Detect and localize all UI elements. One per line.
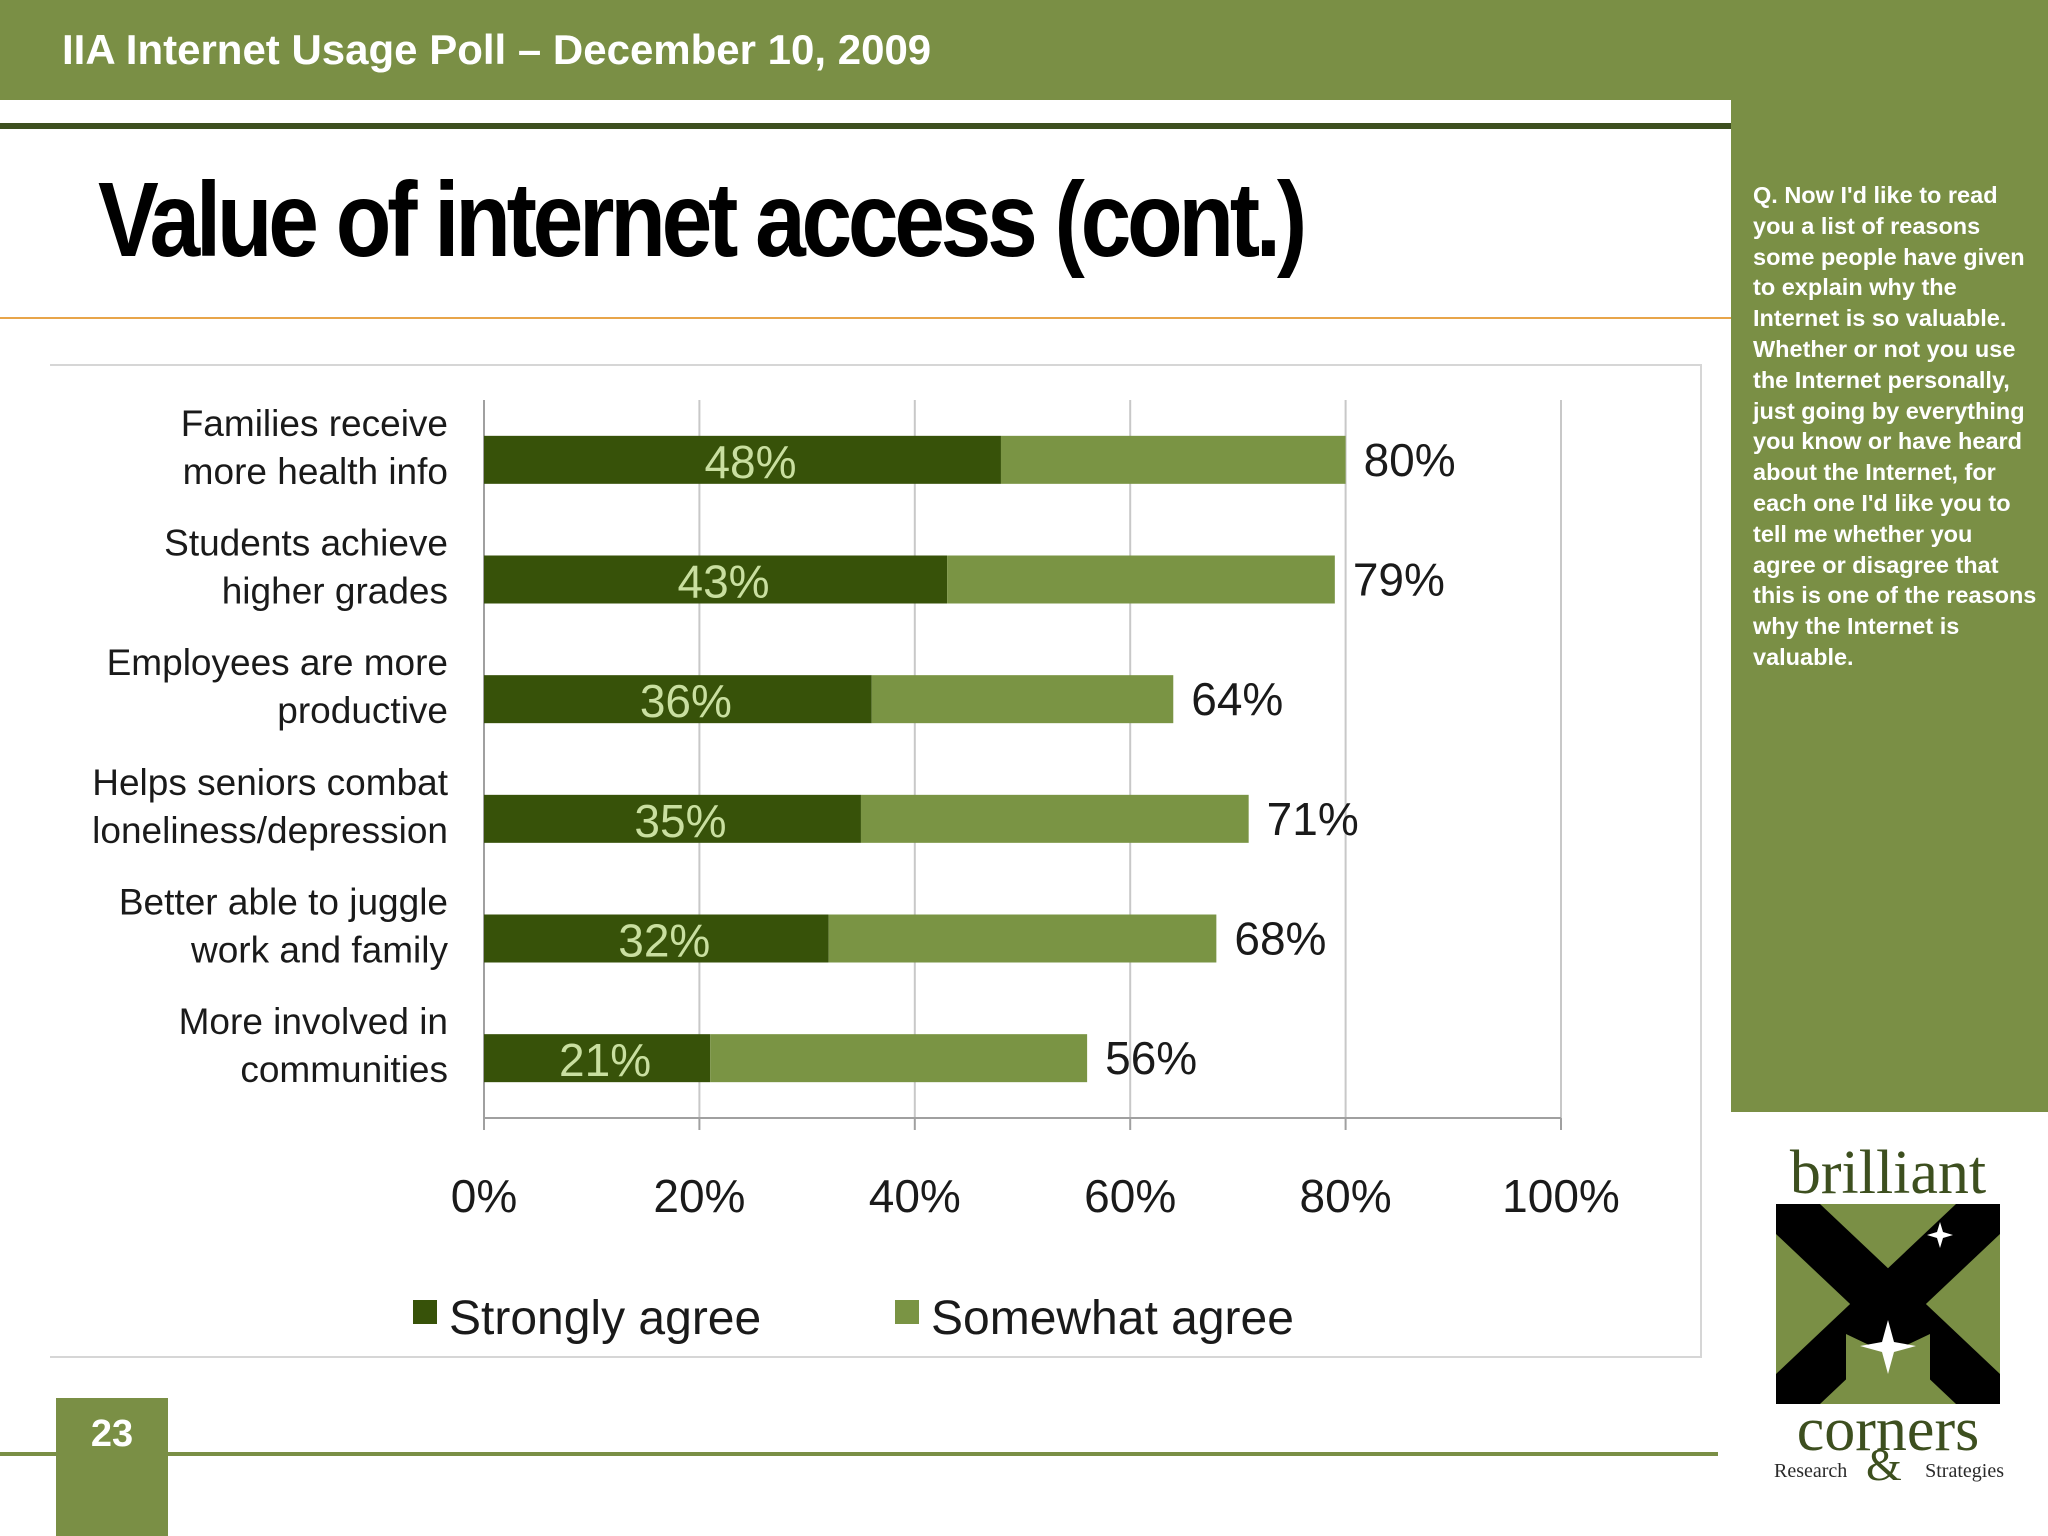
brilliant-corners-logo: brilliant corners Research & Strategies xyxy=(1768,1140,2008,1500)
data-label-total: 80% xyxy=(1364,434,1456,486)
category-label: Employees are more xyxy=(107,642,448,683)
category-label: more health info xyxy=(183,451,448,492)
data-label-strongly: 36% xyxy=(640,675,732,727)
page-number: 23 xyxy=(90,1413,134,1455)
page-number-box xyxy=(56,1398,168,1536)
side-panel xyxy=(1731,100,2048,1112)
logo-tagline-research: Research xyxy=(1774,1460,1848,1482)
bar-strongly-agree xyxy=(484,1034,711,1083)
bar-somewhat-agree xyxy=(947,555,1335,604)
logo-tagline-ampersand: & xyxy=(1866,1439,1902,1490)
x-tick-label: 80% xyxy=(1300,1170,1392,1222)
slide-title: Value of internet access (cont.) xyxy=(98,161,1307,279)
bar-strongly-agree xyxy=(484,555,948,604)
data-label-strongly: 43% xyxy=(678,556,770,608)
x-tick-label: 0% xyxy=(451,1170,517,1222)
category-label: work and family xyxy=(190,930,449,971)
bar-strongly-agree xyxy=(484,435,1001,484)
category-label: Students achieve xyxy=(164,523,448,564)
category-label: communities xyxy=(240,1049,448,1090)
data-label-total: 79% xyxy=(1353,554,1445,606)
x-tick-label: 20% xyxy=(653,1170,745,1222)
category-label: productive xyxy=(277,690,448,731)
legend-swatch-somewhat xyxy=(895,1300,919,1324)
header-title: IIA Internet Usage Poll – December 10, 2… xyxy=(62,26,932,73)
header-bar xyxy=(0,0,2048,100)
title-divider xyxy=(0,317,1731,319)
data-label-strongly: 48% xyxy=(704,436,796,488)
bar-somewhat-agree xyxy=(1000,435,1346,484)
category-label: higher grades xyxy=(222,571,448,612)
bar-strongly-agree xyxy=(484,794,861,843)
bar-somewhat-agree xyxy=(828,914,1217,963)
logo-wordmark-top: brilliant xyxy=(1789,1139,1987,1207)
x-tick-label: 60% xyxy=(1084,1170,1176,1222)
legend-swatch-strongly xyxy=(413,1300,437,1324)
x-tick-label: 40% xyxy=(869,1170,961,1222)
bar-strongly-agree xyxy=(484,675,872,724)
bar-somewhat-agree xyxy=(860,794,1249,843)
bar-strongly-agree xyxy=(484,914,829,963)
bar-somewhat-agree xyxy=(871,675,1174,724)
header-divider xyxy=(0,123,2048,129)
data-label-total: 68% xyxy=(1234,913,1326,965)
data-label-total: 56% xyxy=(1105,1032,1197,1084)
category-label: Families receive xyxy=(181,403,448,444)
logo-tagline-strategies: Strategies xyxy=(1925,1460,2004,1482)
survey-question: Q. Now I'd like to read you a list of re… xyxy=(1753,182,2037,670)
footer-divider xyxy=(0,1452,1718,1456)
logo-x-emblem xyxy=(1776,1204,2000,1404)
bar-chart: 0% 20% 40% 60% 80% 100% 48% 80% Families receive… xyxy=(92,400,1620,1345)
category-label: More involved in xyxy=(179,1001,448,1042)
data-label-strongly: 21% xyxy=(559,1034,651,1086)
chart-frame xyxy=(50,364,1702,1358)
category-label: loneliness/depression xyxy=(92,810,448,851)
data-label-strongly: 32% xyxy=(618,915,710,967)
data-label-total: 71% xyxy=(1267,793,1359,845)
x-tick-label: 100% xyxy=(1502,1170,1620,1222)
logo-wordmark-bottom: corners xyxy=(1796,1396,1980,1464)
legend-label-somewhat: Somewhat agree xyxy=(931,1292,1294,1345)
category-label: Helps seniors combat xyxy=(92,762,448,803)
category-label: Better able to juggle xyxy=(119,882,448,923)
data-label-strongly: 35% xyxy=(634,795,726,847)
data-label-total: 64% xyxy=(1191,673,1283,725)
legend-label-strongly: Strongly agree xyxy=(449,1292,761,1345)
bar-somewhat-agree xyxy=(710,1034,1088,1083)
